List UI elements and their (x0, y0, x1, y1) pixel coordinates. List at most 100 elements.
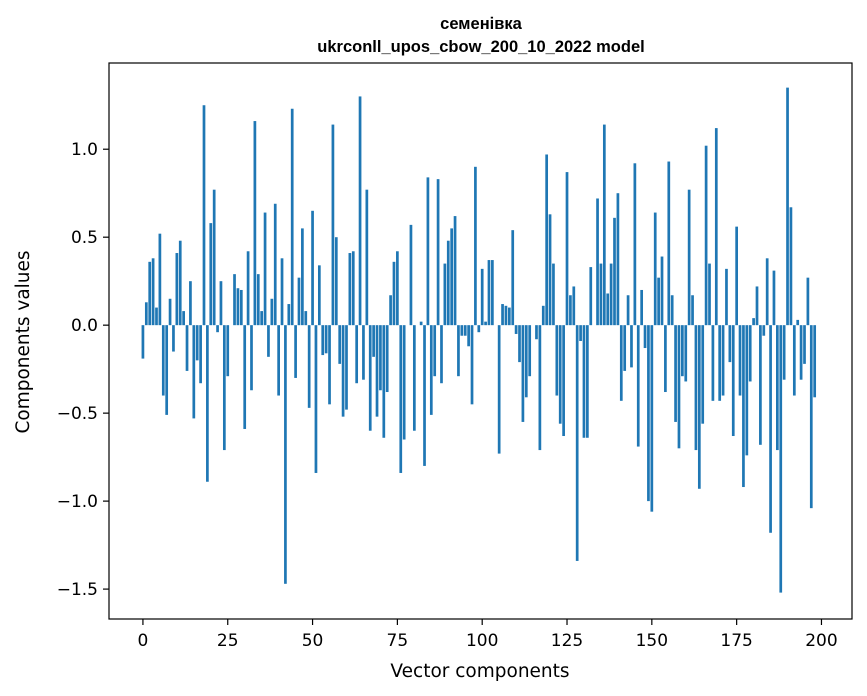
bar-52 (317, 265, 321, 326)
bar-129 (579, 325, 582, 341)
bar-67 (368, 325, 372, 431)
x-tick-label: 25 (217, 631, 239, 651)
y-tick-label: −0.5 (57, 404, 98, 424)
bar-9 (172, 325, 175, 352)
bar-181 (755, 286, 759, 326)
bar-71 (382, 325, 386, 438)
bar-178 (745, 325, 749, 456)
bar-8 (168, 298, 172, 326)
bar-183 (762, 325, 766, 336)
bar-191 (789, 207, 793, 326)
x-tick-label: 125 (551, 631, 583, 651)
bar-180 (752, 318, 755, 326)
bar-136 (602, 124, 606, 326)
bar-48 (304, 311, 308, 326)
bar-19 (206, 325, 209, 482)
bar-94 (460, 325, 464, 336)
bar-125 (565, 172, 569, 326)
bar-73 (389, 295, 392, 326)
bar-116 (535, 325, 538, 340)
bar-75 (396, 251, 399, 326)
x-tick-label: 100 (466, 631, 498, 651)
bar-166 (704, 145, 708, 326)
bar-22 (216, 325, 219, 333)
bar-138 (609, 263, 613, 326)
bar-74 (392, 261, 396, 326)
bar-77 (402, 325, 406, 440)
bar-80 (412, 325, 416, 431)
bar-160 (684, 325, 688, 382)
bar-39 (273, 203, 277, 326)
bar-60 (345, 325, 348, 410)
bar-7 (165, 325, 169, 415)
bar-119 (545, 154, 549, 326)
bar-45 (294, 325, 297, 378)
bar-137 (606, 293, 610, 326)
bar-1 (144, 302, 148, 326)
bar-142 (623, 325, 627, 371)
x-axis-label: Vector components (390, 661, 569, 682)
bar-184 (765, 258, 769, 326)
bar-34 (256, 274, 260, 326)
bar-30 (243, 325, 247, 429)
bar-27 (233, 274, 236, 326)
bar-106 (501, 304, 504, 326)
bar-31 (246, 251, 250, 326)
bar-5 (158, 233, 162, 326)
x-tick-label: 175 (720, 631, 752, 651)
bar-28 (236, 288, 240, 326)
bar-98 (474, 166, 477, 326)
y-tick-label: −1.5 (57, 580, 98, 600)
bar-33 (253, 121, 257, 326)
bar-102 (487, 260, 491, 326)
bar-147 (640, 289, 644, 326)
bar-131 (586, 325, 589, 438)
bar-193 (796, 319, 800, 326)
bar-150 (650, 325, 654, 512)
bar-3 (151, 258, 155, 326)
bar-176 (738, 325, 742, 396)
bar-70 (379, 325, 382, 391)
bar-38 (270, 298, 274, 326)
bar-65 (362, 325, 365, 380)
bar-29 (239, 289, 243, 326)
bar-85 (429, 325, 433, 415)
bar-88 (440, 325, 443, 384)
bar-105 (497, 325, 501, 454)
bar-128 (575, 325, 579, 561)
bar-37 (267, 325, 270, 357)
bar-61 (348, 253, 352, 326)
bar-16 (195, 325, 199, 361)
y-axis-label: Components values (13, 250, 34, 433)
bar-50 (311, 210, 314, 326)
bar-185 (769, 325, 772, 533)
bar-179 (748, 325, 752, 382)
bar-46 (297, 277, 301, 326)
bar-72 (385, 325, 389, 393)
bar-143 (626, 295, 630, 326)
bar-156 (670, 295, 674, 326)
bar-99 (477, 325, 481, 333)
bar-87 (436, 179, 440, 326)
bar-168 (711, 325, 715, 401)
bar-140 (616, 193, 620, 326)
bar-198 (813, 325, 817, 398)
bar-6 (161, 325, 165, 396)
x-tick-label: 75 (387, 631, 409, 651)
bar-172 (725, 268, 728, 326)
bar-174 (731, 325, 735, 437)
bar-44 (290, 108, 294, 326)
bar-100 (480, 268, 484, 326)
bar-194 (799, 325, 803, 380)
bar-110 (514, 325, 518, 334)
bar-111 (518, 325, 521, 363)
bar-20 (209, 223, 213, 326)
bar-83 (423, 325, 426, 466)
bar-164 (697, 325, 701, 489)
bar-89 (443, 263, 447, 326)
bar-123 (558, 325, 562, 424)
bar-91 (450, 228, 454, 326)
bar-54 (324, 325, 328, 354)
bar-36 (263, 212, 267, 326)
